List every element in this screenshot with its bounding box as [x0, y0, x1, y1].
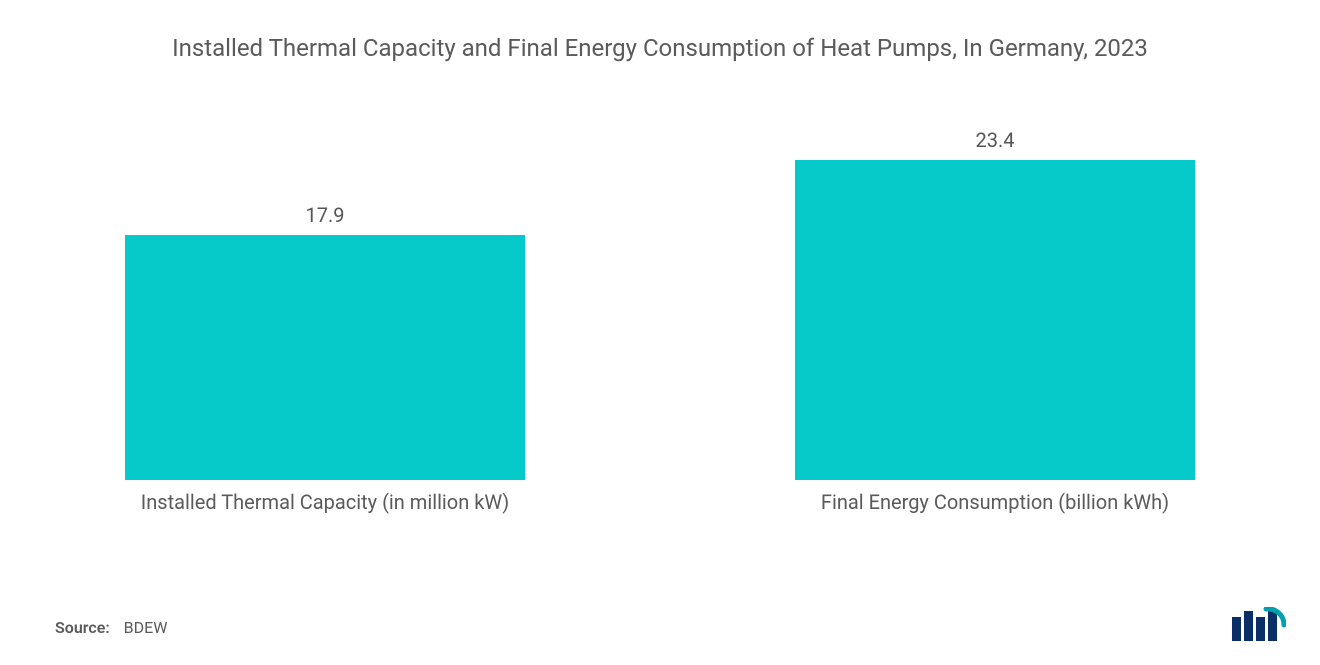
- bar-value-label: 23.4: [795, 128, 1195, 152]
- bar-value-label: 17.9: [125, 203, 525, 227]
- source-value: BDEW: [124, 618, 168, 637]
- bar-slot: 23.4: [795, 160, 1195, 480]
- mordor-logo-icon: [1232, 607, 1286, 641]
- x-axis-label: Installed Thermal Capacity (in million k…: [75, 490, 575, 514]
- bar: [795, 160, 1195, 480]
- source-row: Source: BDEW: [55, 618, 167, 637]
- bar-slot: 17.9: [125, 235, 525, 480]
- chart-title-wrap: Installed Thermal Capacity and Final Ene…: [0, 32, 1320, 64]
- bar: [125, 235, 525, 480]
- brand-logo: [1232, 607, 1286, 641]
- chart-plot-area: 17.9 23.4: [125, 160, 1195, 480]
- chart-title: Installed Thermal Capacity and Final Ene…: [110, 32, 1210, 64]
- x-axis-label: Final Energy Consumption (billion kWh): [745, 490, 1245, 514]
- source-label: Source:: [55, 618, 110, 637]
